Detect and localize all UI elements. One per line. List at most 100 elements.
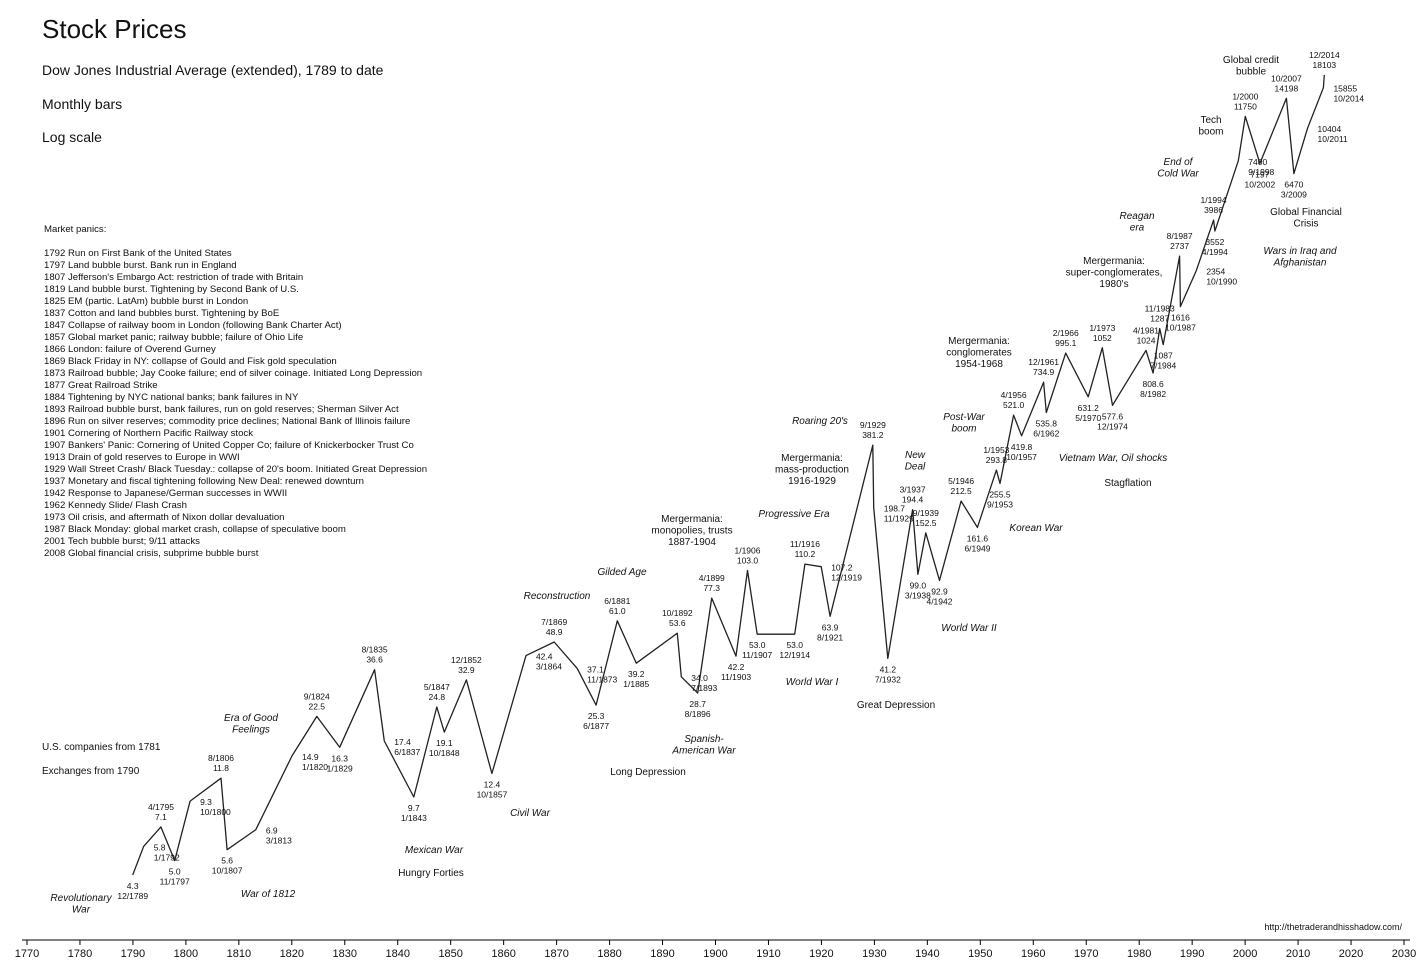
annotation: Gilded Age [597,567,647,578]
date-label: 11/1903 [721,672,751,682]
panic-item: 1901 Cornering of Northern Pacific Railw… [44,428,253,439]
value-label: 14198 [1275,83,1299,93]
annotation: boom [951,424,976,435]
date-label: 10/1857 [477,789,508,799]
source: http://thetraderandhisshadow.com/ [1264,922,1402,932]
annotation: Post-War [943,412,985,423]
chart-subtitle: Dow Jones Industrial Average (extended),… [42,62,384,78]
annotation: boom [1198,127,1223,138]
annotation: Progressive Era [758,509,830,520]
date-label: 10/2007 [1271,73,1302,83]
x-tick-label: 1880 [597,948,621,960]
value-label: 1287 [1150,313,1169,323]
panic-item: 1857 Global market panic; railway bubble… [44,332,303,343]
value-label: 39.2 [628,669,645,679]
value-label: 17.4 [394,737,411,747]
annotation: Mergermania: [781,453,843,464]
date-label: 12/1789 [117,891,148,901]
value-label: 36.6 [366,655,383,665]
date-label: 2/1966 [1053,328,1079,338]
x-tick-label: 1960 [1021,948,1045,960]
date-label: 12/1919 [831,573,862,583]
annotation: Reconstruction [524,591,591,602]
annotation: Mergermania: [1083,256,1145,267]
value-label: 381.2 [862,430,884,440]
value-label: 577.6 [1102,411,1124,421]
date-label: 6/1949 [964,543,990,553]
annotation: 1980's [1099,279,1128,290]
date-label: 11/1797 [160,877,190,887]
annotation: bubble [1236,67,1266,78]
x-tick-label: 1810 [227,948,251,960]
annotation: Mergermania: [661,514,723,525]
date-label: 4/1942 [926,596,952,606]
value-label: 734.9 [1033,367,1055,377]
date-label: 12/1914 [779,650,810,660]
annotation: conglomerates [946,348,1012,359]
annotation: Global Financial [1270,207,1342,218]
panic-item: 2008 Global financial crisis, subprime b… [44,548,259,559]
date-label: 4/1994 [1202,247,1228,257]
value-label: 5.6 [221,856,233,866]
date-label: 1/1843 [401,813,427,823]
date-label: 1/1829 [327,763,353,773]
date-label: 10/1800 [200,807,231,817]
date-label: 10/1848 [429,748,460,758]
date-label: 4/1956 [1001,390,1027,400]
date-label: 8/1982 [1140,389,1166,399]
value-label: 4.3 [127,881,139,891]
value-label: 293.8 [986,455,1008,465]
date-label: 1/1792 [154,852,180,862]
annotation: Mexican War [405,845,464,856]
date-label: 10/1807 [212,866,243,876]
date-label: 3/1937 [900,485,926,495]
value-label: 37.1 [587,664,604,674]
x-tick-label: 1850 [438,948,462,960]
annotation: super-conglomerates, [1066,268,1163,279]
value-label: 255.5 [989,489,1011,499]
panic-item: 2001 Tech bubble burst; 9/11 attacks [44,536,200,547]
value-label: 15855 [1333,84,1357,94]
date-label: 7/1893 [691,683,717,693]
value-label: 3552 [1205,237,1224,247]
x-tick-label: 2020 [1339,948,1363,960]
date-label: 12/2014 [1309,50,1340,60]
x-tick-label: 1920 [809,948,833,960]
x-tick-label: 2010 [1286,948,1310,960]
value-label: 7400 [1248,157,1267,167]
panic-item: 1837 Cotton and land bubbles burst. Tigh… [44,308,279,319]
x-tick-label: 1950 [968,948,992,960]
annotation: 1887-1904 [668,537,716,548]
value-label: 103.0 [737,556,759,566]
panic-item: 1973 Oil crisis, and aftermath of Nixon … [44,512,285,523]
value-label: 92.9 [931,586,948,596]
value-label: 28.7 [689,699,706,709]
value-label: 19.1 [436,738,453,748]
annotation: Reagan [1119,211,1154,222]
x-tick-label: 1930 [862,948,886,960]
date-label: 12/1961 [1028,357,1059,367]
value-label: 1052 [1093,333,1112,343]
annotation: monopolies, trusts [651,526,732,537]
date-label: 1/1973 [1089,323,1115,333]
date-label: 1/2000 [1232,91,1258,101]
x-tick-label: 1870 [544,948,568,960]
date-label: 1/1885 [623,679,649,689]
value-label: 32.9 [458,665,475,675]
value-label: 161.6 [967,533,989,543]
value-label: 3986 [1204,205,1223,215]
annotation: Korean War [1009,523,1063,534]
panic-item: 1893 Railroad bubble burst, bank failure… [44,404,399,415]
value-label: 16.3 [331,753,348,763]
annotation: Tech [1200,115,1221,126]
date-label: 8/1921 [817,632,843,642]
date-label: 10/1987 [1165,323,1196,333]
panic-item: 1942 Response to Japanese/German success… [44,488,287,499]
x-tick-label: 1860 [491,948,515,960]
x-tick-label: 1940 [915,948,939,960]
annotation: Long Depression [610,767,686,778]
annotation: 1916-1929 [788,476,836,487]
x-tick-label: 1780 [68,948,92,960]
date-label: 9/1824 [304,691,330,701]
